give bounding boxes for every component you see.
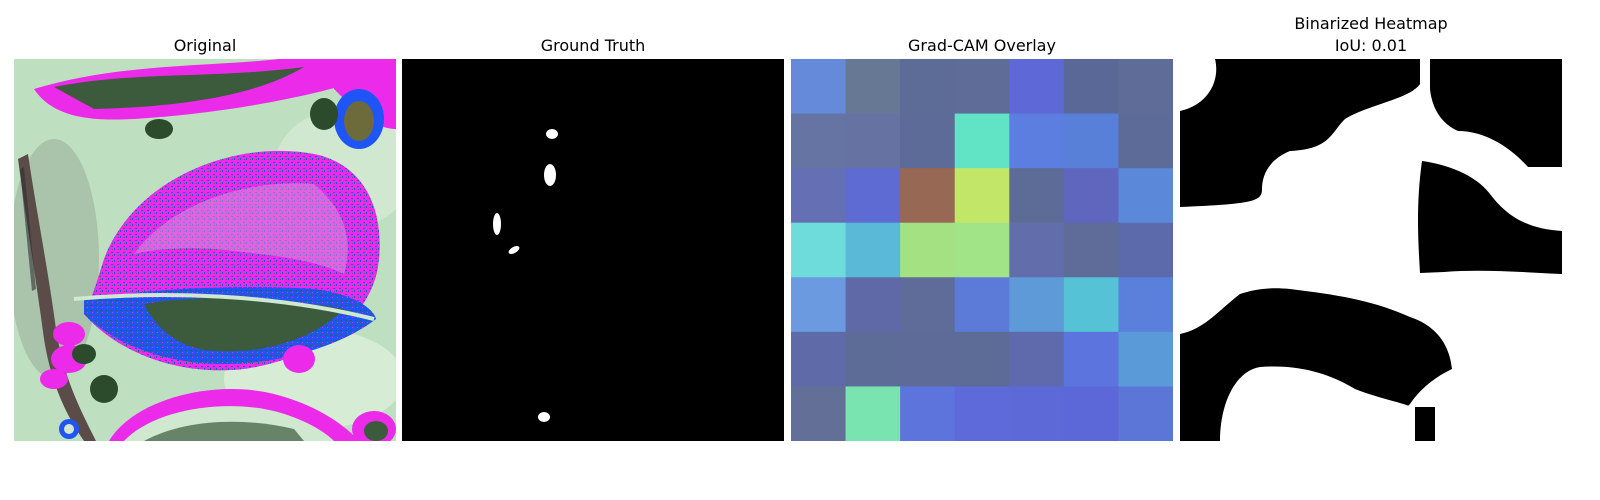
heatmap-cell bbox=[900, 386, 956, 441]
heatmap-cell bbox=[900, 222, 956, 278]
heatmap-cell bbox=[845, 331, 901, 388]
heatmap-cell bbox=[900, 277, 956, 333]
heatmap-cell bbox=[1009, 331, 1065, 388]
heatmap-cell bbox=[900, 113, 956, 169]
heatmap-cell bbox=[1118, 277, 1173, 333]
ground-truth-mask bbox=[402, 59, 784, 441]
heatmap-cell bbox=[1009, 386, 1065, 441]
heatmap-cell bbox=[1118, 386, 1173, 441]
panel-binarized: Binarized Heatmap IoU: 0.01 bbox=[1180, 0, 1562, 460]
heatmap-cell bbox=[1009, 59, 1065, 115]
heatmap-cell bbox=[1063, 222, 1120, 278]
heatmap-cell bbox=[1009, 277, 1065, 333]
heatmap-cell bbox=[791, 277, 847, 333]
binarized-mask bbox=[1180, 59, 1562, 441]
original-image bbox=[14, 59, 396, 441]
heatmap-cell bbox=[900, 168, 956, 224]
gradcam-heatmap bbox=[791, 59, 1173, 441]
heatmap-cell bbox=[845, 222, 901, 278]
panel-gradcam: Grad-CAM Overlay bbox=[791, 0, 1173, 460]
panel-title-binarized: Binarized Heatmap bbox=[1294, 14, 1448, 33]
heatmap-cell bbox=[1063, 168, 1120, 224]
heatmap-cell bbox=[954, 168, 1010, 224]
heatmap-cell bbox=[1063, 386, 1120, 441]
heatmap-cell bbox=[954, 277, 1010, 333]
panel-title-original: Original bbox=[173, 36, 237, 55]
heatmap-cell bbox=[1118, 331, 1173, 388]
heatmap-cell bbox=[900, 59, 956, 115]
heatmap-cell bbox=[1009, 168, 1065, 224]
iou-label: IoU: 0.01 bbox=[1334, 36, 1408, 55]
heatmap-cell bbox=[845, 168, 901, 224]
heatmap-cell bbox=[845, 113, 901, 169]
heatmap-cell bbox=[1118, 168, 1173, 224]
heatmap-cell bbox=[791, 331, 847, 388]
heatmap-cell bbox=[791, 386, 847, 441]
panel-ground-truth: Ground Truth bbox=[402, 0, 784, 460]
heatmap-cell bbox=[791, 222, 847, 278]
heatmap-cell bbox=[791, 113, 847, 169]
heatmap-cell bbox=[954, 113, 1010, 169]
heatmap-cell bbox=[1063, 277, 1120, 333]
heatmap-cell bbox=[954, 222, 1010, 278]
heatmap-cell bbox=[954, 59, 1010, 115]
heatmap-cell bbox=[1063, 331, 1120, 388]
heatmap-cell bbox=[845, 386, 901, 441]
panel-title-gradcam: Grad-CAM Overlay bbox=[908, 36, 1056, 55]
heatmap-cell bbox=[791, 168, 847, 224]
heatmap-cell bbox=[1118, 113, 1173, 169]
heatmap-cell bbox=[845, 277, 901, 333]
heatmap-cell bbox=[1009, 222, 1065, 278]
panel-original: Original bbox=[14, 0, 396, 460]
heatmap-cell bbox=[1063, 59, 1120, 115]
heatmap-cell bbox=[1118, 222, 1173, 278]
heatmap-cell bbox=[954, 331, 1010, 388]
heatmap-cell bbox=[845, 59, 901, 115]
heatmap-cell bbox=[791, 59, 847, 115]
heatmap-cell bbox=[1118, 59, 1173, 115]
heatmap-cell bbox=[900, 331, 956, 388]
panel-title-ground-truth: Ground Truth bbox=[540, 36, 646, 55]
heatmap-cell bbox=[954, 386, 1010, 441]
heatmap-cell bbox=[1063, 113, 1120, 169]
heatmap-cell bbox=[1009, 113, 1065, 169]
